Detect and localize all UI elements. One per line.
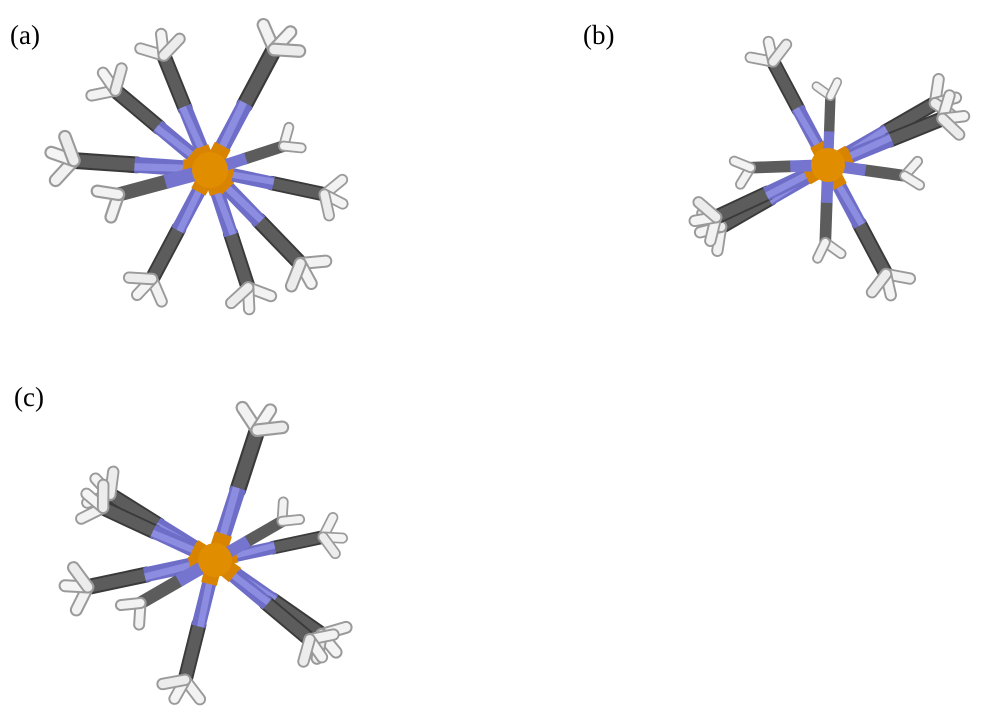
molecule-c: [62, 402, 351, 705]
page: (a) (b) (c) (() => { const data = JSON.p…: [0, 0, 1000, 712]
panel-label: (c): [14, 382, 44, 412]
panel-label: (b): [583, 20, 614, 50]
panel-label: (a): [10, 20, 40, 50]
figure: (a) (b) (c): [0, 0, 1000, 712]
metal-center: [192, 152, 228, 188]
molecule-b: [688, 35, 969, 302]
metal-center: [198, 543, 232, 577]
metal-center: [811, 148, 845, 182]
molecule-a: [49, 19, 347, 314]
